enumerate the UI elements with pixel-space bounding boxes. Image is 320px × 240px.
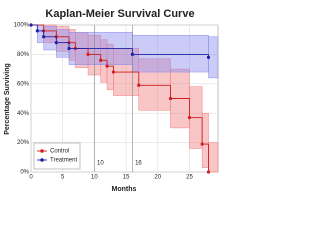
data-point (206, 170, 211, 174)
data-point (137, 83, 141, 87)
chart-title: Kaplan-Meier Survival Curve (45, 8, 194, 20)
y-tick-label: 40% (17, 111, 30, 117)
confidence-band (201, 112, 209, 168)
x-tick-label: 0 (29, 175, 33, 181)
x-axis-label: Months (112, 186, 137, 193)
y-tick-label: 0% (20, 170, 29, 176)
data-point (187, 116, 192, 120)
legend: Control Treatment (33, 142, 81, 170)
legend-marker (40, 158, 44, 162)
data-point (35, 29, 39, 33)
data-point (54, 41, 58, 45)
data-point (105, 64, 109, 68)
data-point (29, 23, 33, 27)
x-tick-label: 5 (61, 175, 65, 181)
y-tick-label: 80% (17, 52, 30, 58)
y-axis-label: Percentage Surviving (4, 63, 11, 135)
reference-label: 10 (97, 161, 104, 167)
y-tick-label: 60% (17, 81, 30, 87)
x-tick-label: 20 (154, 175, 161, 181)
chart: Kaplan-Meier Survival Curve Percentage S… (3, 7, 219, 193)
reference-label: 16 (135, 161, 142, 167)
confidence-band (37, 24, 44, 43)
data-point (206, 55, 211, 59)
x-tick-label: 15 (123, 175, 130, 181)
confidence-band (56, 29, 70, 58)
y-tick-label: 100% (14, 23, 30, 29)
data-point (86, 52, 90, 57)
x-tick-label: 10 (91, 175, 98, 181)
data-point (130, 52, 135, 57)
x-tick-label: 25 (186, 175, 193, 181)
plot-area: 0% 20% 40% 60% 80% 100% 0 5 10 15 20 25 10 16 Control T… (14, 23, 219, 181)
legend-box (33, 142, 81, 170)
confidence-band (208, 142, 219, 173)
data-point (67, 46, 71, 51)
confidence-band (132, 35, 209, 73)
legend-marker (40, 149, 44, 153)
legend-label: Control (50, 149, 69, 155)
legend-label: Treatment (50, 158, 77, 164)
confidence-band (43, 26, 57, 51)
data-point (168, 96, 173, 101)
data-point (42, 35, 46, 39)
data-point (111, 70, 116, 74)
data-point (200, 142, 204, 146)
y-tick-label: 20% (17, 140, 30, 146)
data-point (99, 58, 103, 62)
